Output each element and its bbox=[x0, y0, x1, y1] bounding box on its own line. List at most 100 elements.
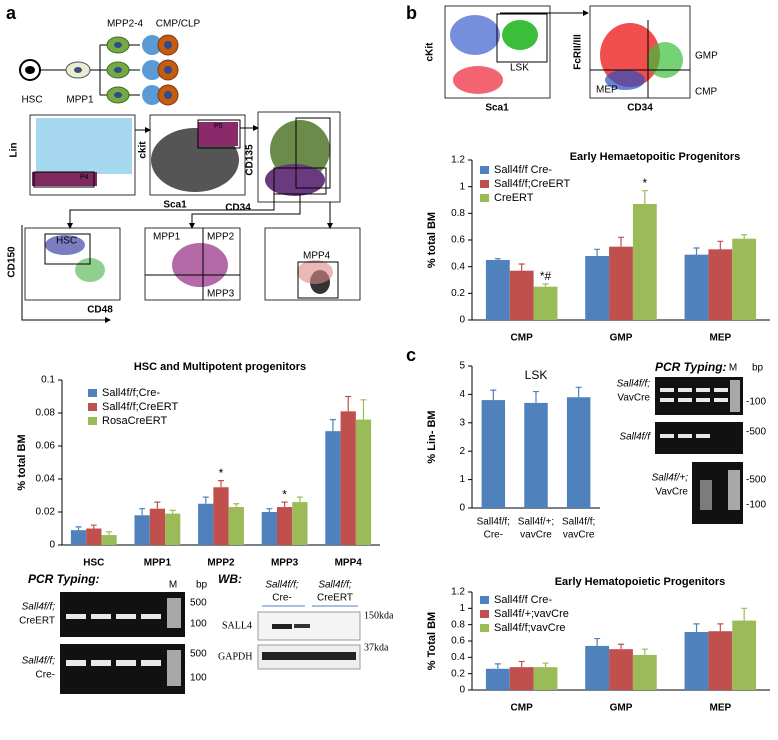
y-tick-label: 0 bbox=[459, 685, 465, 696]
gate-label: LSK bbox=[510, 63, 529, 74]
error-bar bbox=[490, 389, 497, 401]
bar bbox=[292, 502, 308, 545]
lane-label: CreERT bbox=[19, 616, 55, 627]
bar bbox=[585, 645, 610, 690]
error-bar bbox=[360, 399, 367, 420]
diagram-label: HSC bbox=[21, 95, 42, 106]
bar bbox=[325, 431, 341, 545]
legend-label: RosaCreERT bbox=[102, 415, 167, 427]
axis-label: CD150 bbox=[7, 246, 18, 278]
lane-label: Sall4f/f; bbox=[617, 379, 651, 390]
error-bar bbox=[542, 662, 549, 668]
bar bbox=[340, 411, 356, 545]
bar bbox=[585, 256, 610, 320]
x-tick-label: MEP bbox=[709, 333, 731, 344]
diagram-label: MPP1 bbox=[66, 95, 94, 106]
error-bar bbox=[641, 648, 648, 655]
error-bar bbox=[139, 508, 146, 516]
annotation: * bbox=[219, 466, 224, 480]
y-tick-label: 1.2 bbox=[451, 587, 465, 598]
gate-label: GMP bbox=[695, 51, 718, 62]
error-bar bbox=[296, 496, 303, 503]
x-tick-label: GMP bbox=[610, 703, 633, 714]
y-axis-label: % Lin- BM bbox=[426, 410, 438, 463]
y-tick-label: 0.6 bbox=[451, 235, 465, 246]
lane-label: VavCre bbox=[617, 393, 650, 404]
bar bbox=[684, 254, 709, 320]
panel-label: c bbox=[406, 345, 416, 365]
axis-label: ckit bbox=[138, 141, 149, 159]
error-bar bbox=[618, 236, 624, 247]
axis-label: CD48 bbox=[87, 305, 113, 316]
marker-label: M bbox=[729, 363, 737, 374]
annotation: *# bbox=[540, 269, 552, 283]
x-tick-label: MPP4 bbox=[335, 558, 363, 569]
lineage-diagram bbox=[19, 34, 179, 106]
error-bar bbox=[106, 531, 113, 536]
axis-label: CD34 bbox=[225, 203, 251, 214]
gel bbox=[655, 377, 743, 415]
group-label: Sall4f/f; bbox=[318, 580, 352, 591]
bar bbox=[524, 402, 548, 508]
gate-label: MPP1 bbox=[153, 232, 181, 243]
error-bar bbox=[266, 508, 273, 512]
x-tick-label: HSC bbox=[83, 558, 104, 569]
unit-label: bp bbox=[196, 580, 208, 591]
axis-label: Sca1 bbox=[485, 103, 509, 114]
bar bbox=[708, 249, 733, 320]
bar bbox=[509, 667, 534, 690]
protein-label: SALL4 bbox=[222, 620, 252, 631]
error-bar bbox=[218, 480, 224, 488]
marker-label: M bbox=[169, 580, 177, 591]
bar bbox=[609, 246, 633, 320]
group-label: Sall4f/f; bbox=[265, 580, 299, 591]
size-label: 100 bbox=[190, 673, 207, 684]
bar bbox=[509, 270, 534, 320]
error-bar bbox=[693, 623, 700, 633]
y-tick-label: 1.2 bbox=[451, 155, 465, 166]
gate-label: P4 bbox=[80, 174, 89, 181]
axis-label: CD135 bbox=[245, 144, 256, 176]
panel-label: b bbox=[406, 3, 417, 23]
error-bar bbox=[717, 623, 724, 632]
gate-label: CMP bbox=[695, 87, 718, 98]
error-bar bbox=[281, 501, 288, 508]
axis-label: Sca1 bbox=[163, 200, 187, 211]
gate-label: P5 bbox=[214, 123, 223, 130]
legend-label: Sall4f/+;vavCre bbox=[494, 608, 569, 620]
chart-title: HSC and Multipotent progenitors bbox=[134, 361, 306, 373]
error-bar bbox=[717, 240, 724, 250]
error-bar bbox=[202, 496, 209, 504]
axis-label: CD34 bbox=[627, 103, 653, 114]
y-tick-label: 0.2 bbox=[451, 288, 465, 299]
bar bbox=[228, 507, 244, 545]
legend-label: Sall4f/f;Cre- bbox=[102, 387, 160, 399]
error-bar bbox=[90, 524, 97, 529]
y-tick-label: 5 bbox=[459, 361, 465, 372]
x-tick-label: CMP bbox=[511, 333, 534, 344]
bar bbox=[276, 507, 293, 545]
blot bbox=[257, 605, 361, 670]
error-bar bbox=[741, 607, 748, 621]
legend-swatch bbox=[480, 166, 489, 174]
bar bbox=[101, 535, 117, 545]
y-tick-label: 3 bbox=[459, 417, 465, 428]
lane-label: Sall4f/f bbox=[619, 432, 651, 443]
y-tick-label: 0.6 bbox=[451, 636, 465, 647]
size-label: 150kda bbox=[364, 610, 394, 621]
gel bbox=[60, 644, 185, 694]
legend-swatch bbox=[480, 596, 489, 604]
gate-label: MPP2 bbox=[207, 232, 235, 243]
y-axis-label: % total BM bbox=[426, 212, 438, 268]
bar bbox=[485, 260, 510, 320]
legend-label: Sall4f/f Cre- bbox=[494, 164, 552, 176]
chart-title: Early Hematopoietic Progenitors bbox=[555, 576, 726, 588]
y-tick-label: 0.8 bbox=[451, 619, 465, 630]
error-bar bbox=[329, 419, 336, 432]
y-tick-label: 0.4 bbox=[451, 652, 465, 663]
legend-swatch bbox=[480, 194, 489, 202]
y-tick-label: 2 bbox=[459, 446, 465, 457]
size-label: -100 bbox=[746, 500, 766, 511]
y-tick-label: 4 bbox=[459, 389, 465, 400]
error-bar bbox=[641, 190, 648, 204]
